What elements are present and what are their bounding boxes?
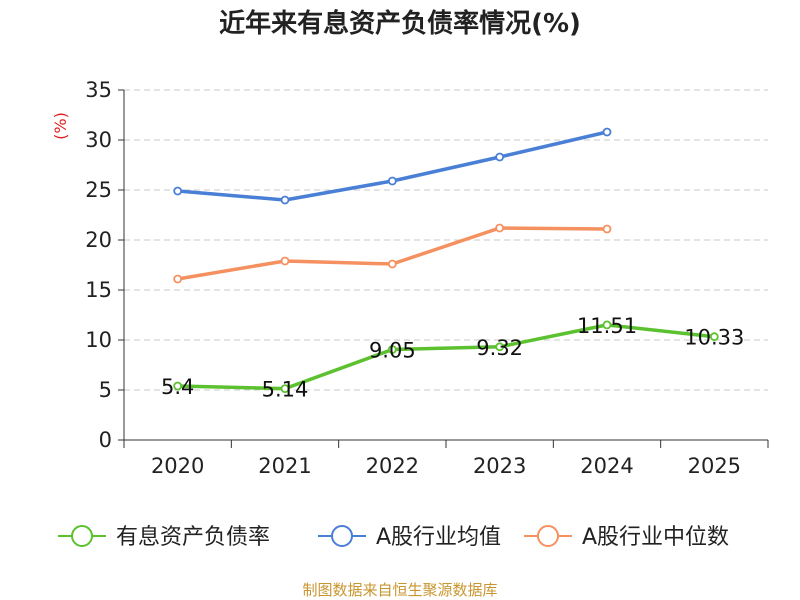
y-tick-label: 5 (99, 378, 112, 402)
data-label: 11.51 (577, 314, 637, 338)
data-point (387, 259, 397, 269)
data-point (173, 186, 183, 196)
series-group (173, 127, 719, 394)
x-tick-label: 2022 (366, 454, 419, 478)
data-point (387, 176, 397, 186)
x-tick-label: 2023 (473, 454, 526, 478)
data-point (280, 256, 290, 266)
y-tick-label: 20 (85, 228, 112, 252)
y-tick-label: 35 (85, 78, 112, 102)
data-label: 9.32 (476, 336, 523, 360)
legend-label: 有息资产负债率 (116, 525, 270, 550)
data-point (173, 381, 183, 391)
legend-swatch-marker (71, 525, 93, 547)
x-tick-label: 2021 (258, 454, 311, 478)
x-tick-label: 2020 (151, 454, 204, 478)
y-tick-label: 30 (85, 128, 112, 152)
data-point (173, 274, 183, 284)
legend-label: A股行业均值 (376, 525, 501, 550)
data-point (709, 332, 719, 342)
data-point (495, 342, 505, 352)
chart-title: 近年来有息资产负债率情况(%) (219, 8, 581, 39)
legend-label: A股行业中位数 (582, 525, 729, 550)
data-label: 5.14 (262, 378, 309, 402)
x-tick-label: 2025 (688, 454, 741, 478)
y-tick-label: 0 (99, 428, 112, 452)
y-tick-label: 15 (85, 278, 112, 302)
data-point (387, 345, 397, 354)
data-point (495, 223, 505, 233)
source-note: 制图数据来自恒生聚源数据库 (302, 581, 497, 599)
gridlines (124, 89, 768, 391)
data-labels: 5.4 5.14 9.05 9.32 11.51 10.33 (161, 314, 744, 402)
y-axis-label: (%) (51, 112, 70, 140)
y-tick-label: 25 (85, 178, 112, 202)
data-point (602, 224, 612, 234)
legend-swatch-marker (331, 525, 353, 547)
data-point (602, 320, 612, 330)
data-point (602, 127, 612, 137)
series-line-1 (177, 130, 608, 202)
series-line-2 (177, 226, 608, 281)
data-point (280, 384, 290, 394)
legend-swatch-marker (537, 525, 559, 547)
series-line-0 (177, 323, 715, 391)
data-label: 5.4 (161, 375, 194, 399)
y-tick-label: 10 (85, 328, 112, 352)
data-point (280, 195, 290, 205)
data-label: 9.05 (369, 339, 416, 363)
x-tick-label: 2024 (580, 454, 633, 478)
legend: 有息资产负债率 A股行业均值 A股行业中位数 (58, 525, 729, 550)
data-point (495, 152, 505, 162)
data-label: 10.33 (684, 326, 744, 350)
